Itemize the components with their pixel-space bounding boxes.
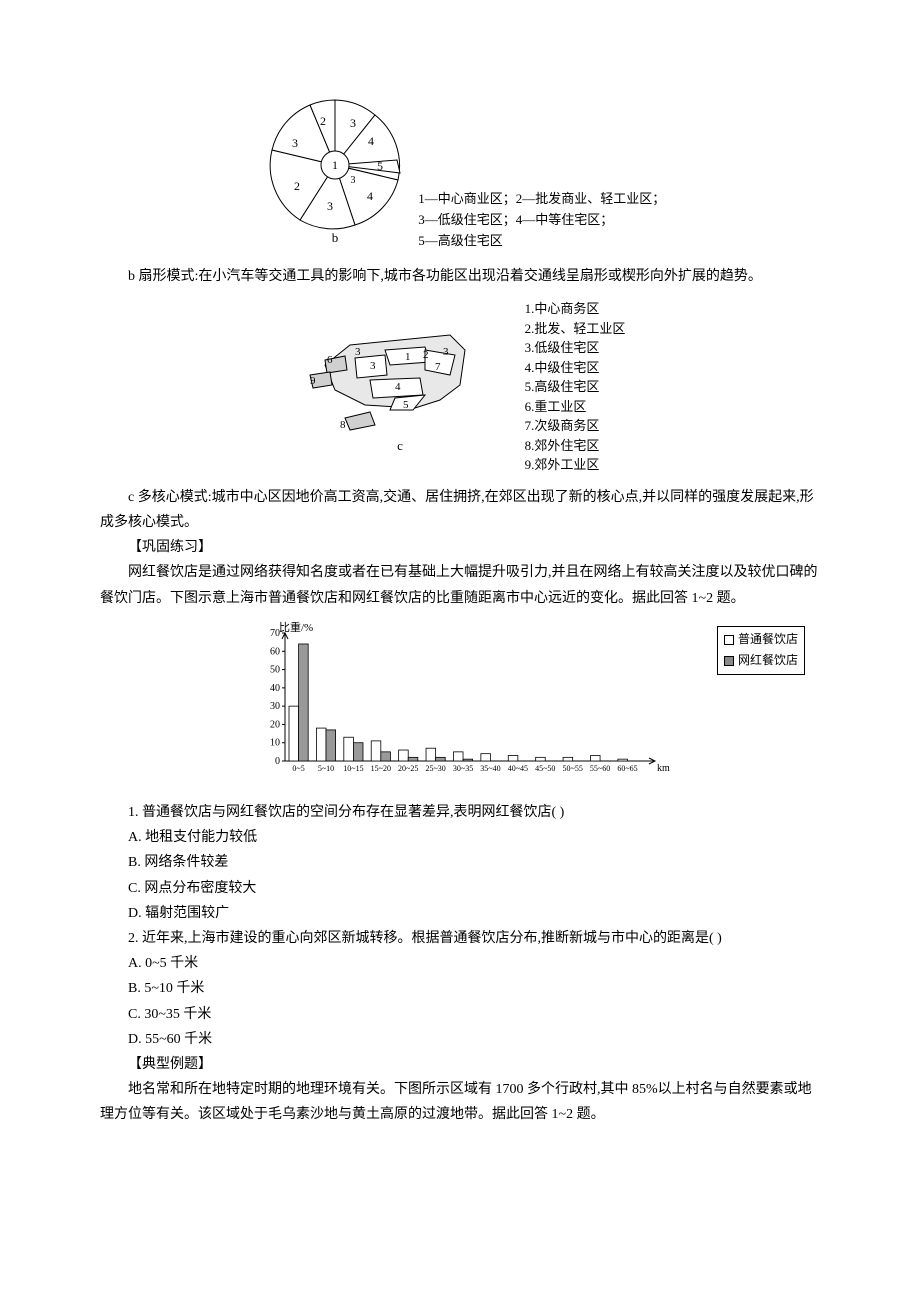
svg-text:50~55: 50~55 <box>563 764 583 773</box>
q2-option-b: B. 5~10 千米 <box>100 976 820 1001</box>
multicore-legend-7: 7.次级商务区 <box>525 416 626 436</box>
sector-caption-line3: 5—高级住宅区 <box>418 231 665 252</box>
legend-item-wanghong: 网红餐饮店 <box>724 650 798 672</box>
multicore-legend-4: 4.中级住宅区 <box>525 358 626 378</box>
svg-text:40: 40 <box>270 683 280 694</box>
svg-text:3: 3 <box>370 360 376 372</box>
multicore-diagram: 1 2 3 3 3 4 5 6 7 8 9 c <box>295 310 495 464</box>
svg-text:5: 5 <box>403 399 409 411</box>
svg-text:2: 2 <box>320 114 326 128</box>
svg-text:3: 3 <box>355 346 361 358</box>
example-intro: 地名常和所在地特定时期的地理环境有关。下图所示区域有 1700 多个行政村,其中… <box>100 1077 820 1127</box>
svg-text:30~35: 30~35 <box>453 764 473 773</box>
bar-chart-figure: 比重/% 0 10 20 30 40 50 60 70 0~5 5~10 10~15 15~20 20~2… <box>100 621 820 790</box>
example-heading: 【典型例题】 <box>100 1052 820 1077</box>
svg-text:15~20: 15~20 <box>371 764 391 773</box>
svg-text:20~25: 20~25 <box>398 764 418 773</box>
chart-legend: 普通餐饮店 网红餐饮店 <box>717 626 805 675</box>
svg-text:比重/%: 比重/% <box>279 621 313 634</box>
multicore-legend-2: 2.批发、轻工业区 <box>525 319 626 339</box>
q1-option-a: A. 地租支付能力较低 <box>100 825 820 850</box>
sector-caption-line2: 3—低级住宅区；4—中等住宅区； <box>418 210 665 231</box>
q2-option-a: A. 0~5 千米 <box>100 951 820 976</box>
sector-diagram: 1 2 3 4 5 3 4 3 2 3 b 1—中心商业区；2—批发商业、轻工业… <box>255 90 666 254</box>
multicore-legend: 1.中心商务区 2.批发、轻工业区 3.低级住宅区 4.中级住宅区 5.高级住宅… <box>525 299 626 475</box>
bar-chart: 比重/% 0 10 20 30 40 50 60 70 0~5 5~10 10~15 15~20 20~2… <box>245 621 675 790</box>
svg-text:4: 4 <box>368 134 374 148</box>
svg-text:2: 2 <box>423 349 429 361</box>
svg-text:1: 1 <box>332 158 338 172</box>
sector-caption-line1: 1—中心商业区；2—批发商业、轻工业区； <box>418 189 665 210</box>
q1-stem: 1. 普通餐饮店与网红餐饮店的空间分布存在显著差异,表明网红餐饮店( ) <box>100 800 820 825</box>
sector-model-figure: 1 2 3 4 5 3 4 3 2 3 b 1—中心商业区；2—批发商业、轻工业… <box>100 90 820 254</box>
svg-text:3: 3 <box>327 199 333 213</box>
sector-sublabel: b <box>331 230 338 245</box>
svg-text:40~45: 40~45 <box>508 764 528 773</box>
svg-text:5: 5 <box>377 159 383 173</box>
svg-text:km: km <box>657 763 670 774</box>
svg-text:6: 6 <box>327 354 333 366</box>
svg-text:1: 1 <box>405 351 411 363</box>
svg-text:c: c <box>397 438 403 453</box>
multicore-figure: 1 2 3 3 3 4 5 6 7 8 9 c 1.中心商务区 2.批发、轻工业… <box>100 299 820 475</box>
q1-option-d: D. 辐射范围较广 <box>100 901 820 926</box>
svg-text:10~15: 10~15 <box>343 764 363 773</box>
svg-text:2: 2 <box>294 179 300 193</box>
svg-text:0~5: 0~5 <box>292 764 304 773</box>
svg-text:60: 60 <box>270 646 280 657</box>
q1-option-b: B. 网络条件较差 <box>100 850 820 875</box>
multicore-legend-8: 8.郊外住宅区 <box>525 436 626 456</box>
svg-text:4: 4 <box>367 189 373 203</box>
multicore-legend-6: 6.重工业区 <box>525 397 626 417</box>
svg-text:20: 20 <box>270 719 280 730</box>
paragraph-c: c 多核心模式:城市中心区因地价高工资高,交通、居住拥挤,在郊区出现了新的核心点… <box>100 485 820 535</box>
svg-text:9: 9 <box>310 375 316 387</box>
svg-text:3: 3 <box>292 136 298 150</box>
legend-item-normal: 普通餐饮店 <box>724 629 798 651</box>
practice-intro: 网红餐饮店是通过网络获得知名度或者在已有基础上大幅提升吸引力,并且在网络上有较高… <box>100 560 820 610</box>
svg-text:3: 3 <box>443 346 449 358</box>
multicore-legend-1: 1.中心商务区 <box>525 299 626 319</box>
svg-text:25~30: 25~30 <box>425 764 445 773</box>
svg-text:30: 30 <box>270 701 280 712</box>
paragraph-b: b 扇形模式:在小汽车等交通工具的影响下,城市各功能区出现沿着交通线呈扇形或楔形… <box>100 264 820 289</box>
svg-text:0: 0 <box>275 756 280 767</box>
svg-text:45~50: 45~50 <box>535 764 555 773</box>
multicore-legend-9: 9.郊外工业区 <box>525 455 626 475</box>
svg-text:35~40: 35~40 <box>480 764 500 773</box>
svg-text:5~10: 5~10 <box>318 764 334 773</box>
svg-text:8: 8 <box>340 419 346 431</box>
svg-text:70: 70 <box>270 628 280 639</box>
svg-text:50: 50 <box>270 664 280 675</box>
svg-text:3: 3 <box>350 116 356 130</box>
svg-text:7: 7 <box>435 361 441 373</box>
svg-text:60~65: 60~65 <box>617 764 637 773</box>
multicore-legend-3: 3.低级住宅区 <box>525 338 626 358</box>
q2-stem: 2. 近年来,上海市建设的重心向郊区新城转移。根据普通餐饮店分布,推断新城与市中… <box>100 926 820 951</box>
q1-option-c: C. 网点分布密度较大 <box>100 876 820 901</box>
multicore-legend-5: 5.高级住宅区 <box>525 377 626 397</box>
practice-heading: 【巩固练习】 <box>100 535 820 560</box>
svg-text:10: 10 <box>270 738 280 749</box>
svg-text:3: 3 <box>350 175 355 186</box>
sector-caption: 1—中心商业区；2—批发商业、轻工业区； 3—低级住宅区；4—中等住宅区； 5—… <box>418 189 665 251</box>
svg-text:55~60: 55~60 <box>590 764 610 773</box>
svg-text:4: 4 <box>395 381 401 393</box>
q2-option-d: D. 55~60 千米 <box>100 1027 820 1052</box>
q2-option-c: C. 30~35 千米 <box>100 1002 820 1027</box>
